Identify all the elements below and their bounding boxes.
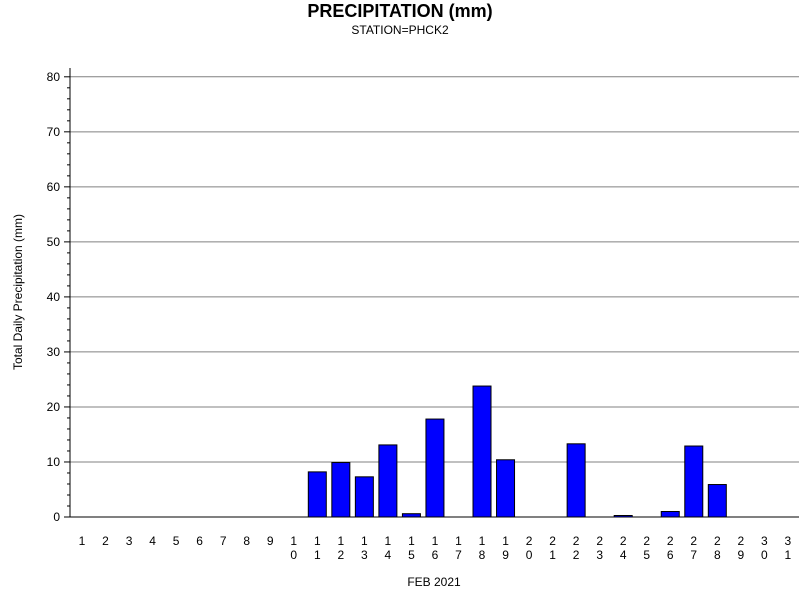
y-tick-label: 40 xyxy=(47,290,61,304)
bar xyxy=(354,476,374,518)
bar xyxy=(660,510,680,518)
bar xyxy=(684,445,704,518)
y-tick-label: 80 xyxy=(47,70,61,84)
y-tick-label: 0 xyxy=(53,510,60,524)
y-tick-label: 60 xyxy=(47,180,61,194)
y-tick-label: 70 xyxy=(47,125,61,139)
y-tick-label: 20 xyxy=(47,400,61,414)
bar xyxy=(472,385,492,518)
y-tick-label: 10 xyxy=(47,455,61,469)
x-tick-label: 1 xyxy=(79,534,86,548)
bar xyxy=(331,462,351,518)
x-tick-label: 4 xyxy=(149,534,156,548)
bar xyxy=(496,459,516,518)
x-axis-label: FEB 2021 xyxy=(407,575,461,589)
bar xyxy=(307,471,327,518)
y-tick-label: 50 xyxy=(47,235,61,249)
x-tick-label: 3 xyxy=(126,534,133,548)
x-tick-labels: 1 2 3 4 5 6 7 8 9 1 01 11 21 31 41 51 61 71 81 92 02 12 22 32 42… xyxy=(79,534,792,562)
bars xyxy=(307,385,727,518)
bar xyxy=(378,444,398,518)
chart-title: PRECIPITATION (mm) xyxy=(307,1,493,21)
x-tick-label: 2 xyxy=(102,534,109,548)
x-tick-label: 7 xyxy=(220,534,227,548)
bar xyxy=(425,418,445,518)
y-tick-labels: 0 10 20 30 40 50 60 70 80 xyxy=(47,70,61,524)
x-tick-label: 9 xyxy=(267,534,274,548)
y-tick-label: 30 xyxy=(47,345,61,359)
axes xyxy=(64,68,799,518)
y-axis-label: Total Daily Precipitation (mm) xyxy=(11,214,25,370)
chart-subtitle: STATION=PHCK2 xyxy=(351,23,449,37)
x-tick-label: 8 xyxy=(243,534,250,548)
bar xyxy=(566,443,586,518)
bar xyxy=(707,484,727,518)
x-tick-label: 6 xyxy=(196,534,203,548)
x-tick-label: 5 xyxy=(173,534,180,548)
